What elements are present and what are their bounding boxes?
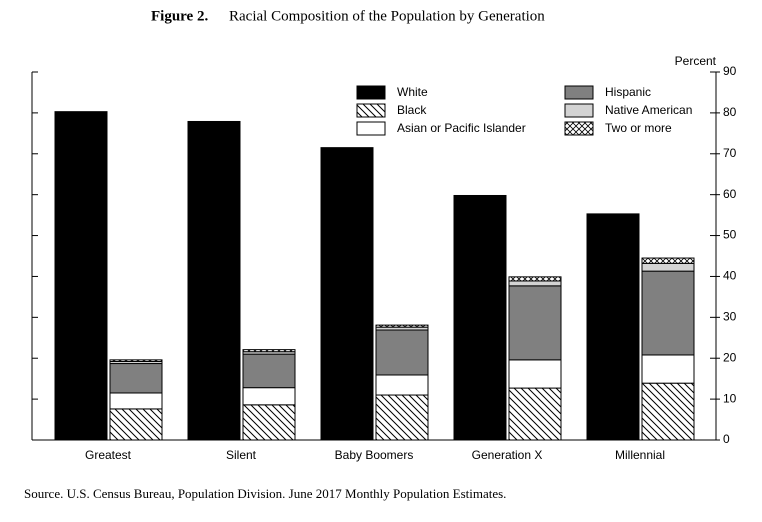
bar	[508, 280, 562, 287]
figure-label: Figure 2.	[151, 8, 208, 24]
y-tick-label: 40	[723, 269, 737, 283]
y-tick-label: 50	[723, 228, 737, 242]
bar	[109, 363, 163, 394]
bar	[242, 349, 296, 353]
legend-label: White	[397, 85, 428, 99]
legend-swatch	[356, 103, 386, 118]
bar	[641, 257, 695, 264]
legend-label: Native American	[605, 103, 692, 117]
legend-label: Two or more	[605, 121, 672, 135]
bar	[508, 285, 562, 361]
bar	[586, 213, 640, 441]
x-tick-label: Greatest	[85, 448, 132, 462]
legend-swatch	[564, 85, 594, 100]
x-tick-label: Generation X	[472, 448, 543, 462]
legend-swatch	[564, 121, 594, 136]
legend-swatch	[356, 121, 386, 136]
y-tick-label: 30	[723, 310, 737, 324]
bar	[375, 394, 429, 441]
bar	[641, 354, 695, 384]
bar	[54, 111, 108, 441]
legend-label: Hispanic	[605, 85, 651, 99]
x-tick-label: Baby Boomers	[335, 448, 414, 462]
x-tick-label: Silent	[226, 448, 257, 462]
legend-swatch	[564, 103, 594, 118]
legend-label: Asian or Pacific Islander	[397, 121, 526, 135]
bar	[242, 404, 296, 441]
bar	[109, 392, 163, 410]
bar	[453, 194, 507, 441]
y-tick-label: 70	[723, 146, 737, 160]
x-tick-label: Millennial	[615, 448, 665, 462]
bar	[508, 276, 562, 282]
y-tick-label: 0	[723, 432, 730, 446]
bar	[508, 387, 562, 441]
y-tick-label: 80	[723, 105, 737, 119]
y-tick-label: 20	[723, 350, 737, 364]
bar	[375, 374, 429, 396]
bar	[109, 408, 163, 441]
bar	[641, 262, 695, 272]
legend-label: Black	[397, 103, 427, 117]
y-tick-label: 60	[723, 187, 737, 201]
bar	[242, 387, 296, 406]
bar	[375, 329, 429, 376]
bar	[508, 359, 562, 389]
bar	[375, 324, 429, 328]
y-tick-label: 90	[723, 64, 737, 78]
bar	[187, 120, 241, 441]
legend-swatch	[356, 85, 386, 100]
y-axis-label: Percent	[675, 54, 717, 68]
bar	[109, 359, 163, 362]
bar	[641, 270, 695, 356]
chart-title: Racial Composition of the Population by …	[229, 8, 545, 24]
y-tick-label: 10	[723, 391, 737, 405]
bar	[242, 353, 296, 389]
source-note: Source. U.S. Census Bureau, Population D…	[24, 486, 506, 501]
bar	[641, 382, 695, 441]
bar	[320, 147, 374, 441]
